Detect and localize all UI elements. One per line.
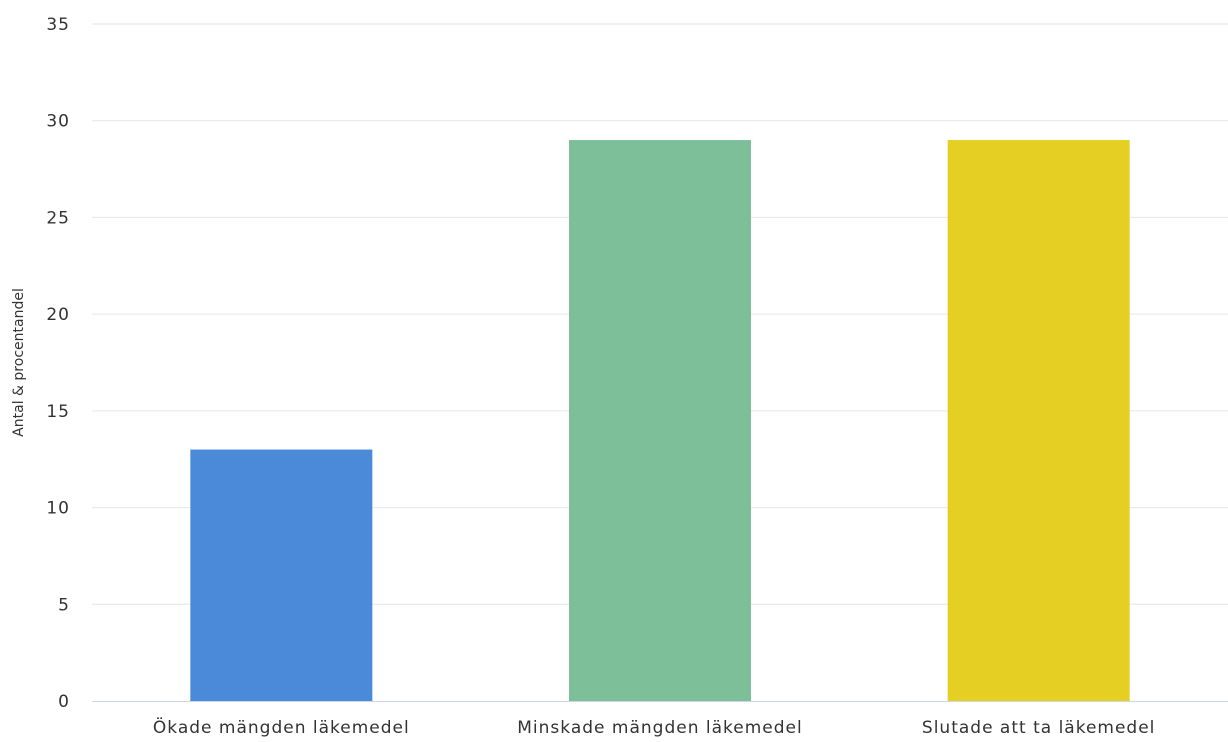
bar-3[interactable] [947, 140, 1130, 702]
x-category-label: Ökade mängden läkemedel [153, 716, 410, 738]
y-tick-label: 20 [46, 305, 70, 325]
y-tick-label: 30 [46, 112, 70, 132]
bar-1[interactable] [190, 449, 373, 701]
y-tick-label: 35 [46, 15, 70, 35]
y-tick-label: 0 [58, 692, 70, 712]
x-category-label: Minskade mängden läkemedel [517, 718, 802, 738]
bars [190, 140, 1130, 702]
y-tick-label: 10 [46, 499, 70, 519]
x-category-label: Slutade att ta läkemedel [922, 718, 1156, 738]
bar-2[interactable] [569, 140, 751, 702]
y-tick-label: 5 [58, 595, 70, 615]
x-axis-categories: Ökade mängden läkemedel Minskade mängden … [153, 716, 1156, 738]
y-axis-title: Antal & procentandel [11, 288, 27, 437]
y-tick-label: 25 [46, 208, 70, 228]
y-tick-label: 15 [46, 402, 70, 422]
y-axis-ticks: 0 5 10 15 20 25 30 35 [46, 15, 70, 712]
